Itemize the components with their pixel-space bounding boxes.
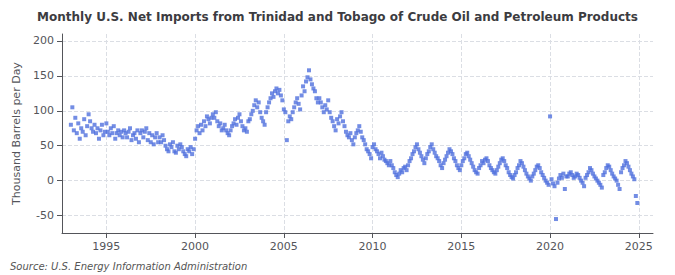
svg-text:100: 100 bbox=[33, 104, 54, 117]
svg-text:2015: 2015 bbox=[447, 240, 475, 253]
svg-text:-50: -50 bbox=[36, 209, 54, 222]
svg-text:Monthly U.S. Net Imports from: Monthly U.S. Net Imports from Trinidad a… bbox=[37, 10, 638, 24]
svg-text:2005: 2005 bbox=[270, 240, 298, 253]
svg-text:2000: 2000 bbox=[181, 240, 209, 253]
svg-text:Source: U.S. Energy Informatio: Source: U.S. Energy Information Administ… bbox=[10, 261, 247, 272]
svg-text:1995: 1995 bbox=[92, 240, 120, 253]
svg-text:50: 50 bbox=[40, 139, 54, 152]
svg-text:0: 0 bbox=[47, 174, 54, 187]
svg-text:200: 200 bbox=[33, 34, 54, 47]
svg-text:Thousand Barrels per Day: Thousand Barrels per Day bbox=[10, 62, 23, 206]
svg-text:2010: 2010 bbox=[359, 240, 387, 253]
svg-text:2020: 2020 bbox=[536, 240, 564, 253]
svg-text:2025: 2025 bbox=[625, 240, 653, 253]
svg-text:150: 150 bbox=[33, 69, 54, 82]
